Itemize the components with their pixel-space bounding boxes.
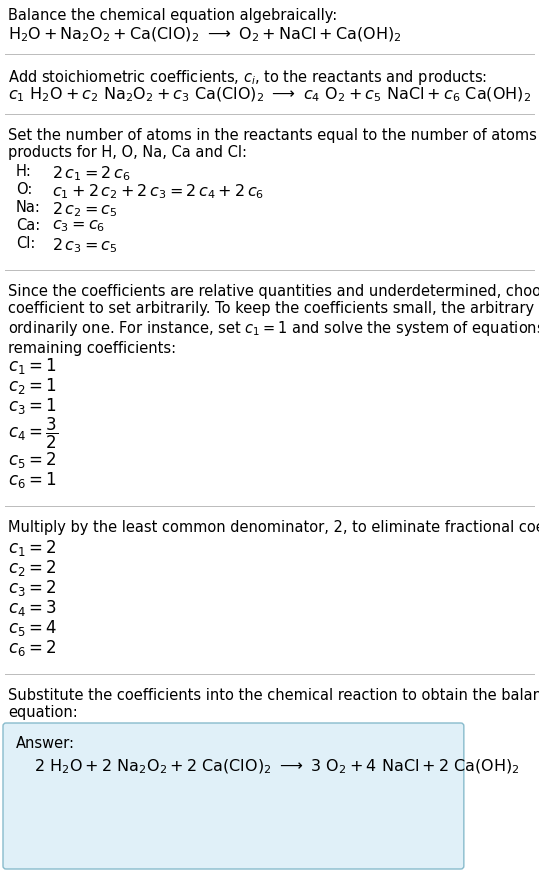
Text: $c_1 + 2\,c_2 + 2\,c_3 = 2\,c_4 + 2\,c_6$: $c_1 + 2\,c_2 + 2\,c_3 = 2\,c_4 + 2\,c_6… [52, 182, 264, 201]
Text: $c_1 = 2$: $c_1 = 2$ [8, 538, 57, 558]
Text: Multiply by the least common denominator, 2, to eliminate fractional coefficient: Multiply by the least common denominator… [8, 520, 539, 535]
Text: Balance the chemical equation algebraically:: Balance the chemical equation algebraica… [8, 8, 337, 23]
Text: $2\ \mathrm{H_2O} + 2\ \mathrm{Na_2O_2} + 2\ \mathrm{Ca(ClO)_2} \ \longrightarro: $2\ \mathrm{H_2O} + 2\ \mathrm{Na_2O_2} … [34, 758, 520, 776]
Text: $c_3 = 1$: $c_3 = 1$ [8, 396, 57, 416]
Text: $c_1\ \mathrm{H_2O} + c_2\ \mathrm{Na_2O_2} + c_3\ \mathrm{Ca(ClO)_2} \ \longrig: $c_1\ \mathrm{H_2O} + c_2\ \mathrm{Na_2O… [8, 86, 531, 105]
Text: $c_5 = 4$: $c_5 = 4$ [8, 618, 57, 638]
Text: $c_5 = 2$: $c_5 = 2$ [8, 450, 57, 470]
Text: Cl:: Cl: [16, 236, 36, 251]
Text: Na:: Na: [16, 200, 41, 215]
Text: O:: O: [16, 182, 32, 197]
Text: $c_4 = 3$: $c_4 = 3$ [8, 598, 57, 618]
Text: $c_3 = c_6$: $c_3 = c_6$ [52, 218, 105, 234]
Text: Set the number of atoms in the reactants equal to the number of atoms in the
pro: Set the number of atoms in the reactants… [8, 128, 539, 160]
Text: $c_6 = 1$: $c_6 = 1$ [8, 470, 57, 490]
Text: $c_6 = 2$: $c_6 = 2$ [8, 638, 57, 658]
Text: $c_3 = 2$: $c_3 = 2$ [8, 578, 57, 598]
Text: $2\,c_3 = c_5$: $2\,c_3 = c_5$ [52, 236, 118, 255]
FancyBboxPatch shape [3, 723, 464, 869]
Text: $c_4 = \dfrac{3}{2}$: $c_4 = \dfrac{3}{2}$ [8, 416, 58, 451]
Text: Ca:: Ca: [16, 218, 40, 233]
Text: Substitute the coefficients into the chemical reaction to obtain the balanced
eq: Substitute the coefficients into the che… [8, 688, 539, 720]
Text: $2\,c_1 = 2\,c_6$: $2\,c_1 = 2\,c_6$ [52, 164, 130, 183]
Text: $c_2 = 1$: $c_2 = 1$ [8, 376, 57, 396]
Text: Add stoichiometric coefficients, $c_i$, to the reactants and products:: Add stoichiometric coefficients, $c_i$, … [8, 68, 487, 87]
Text: $c_2 = 2$: $c_2 = 2$ [8, 558, 57, 578]
Text: $2\,c_2 = c_5$: $2\,c_2 = c_5$ [52, 200, 118, 219]
Text: $\mathrm{H_2O + Na_2O_2 + Ca(ClO)_2 \ \longrightarrow \ O_2 + NaCl + Ca(OH)_2}$: $\mathrm{H_2O + Na_2O_2 + Ca(ClO)_2 \ \l… [8, 26, 402, 44]
Text: H:: H: [16, 164, 32, 179]
Text: Since the coefficients are relative quantities and underdetermined, choose a
coe: Since the coefficients are relative quan… [8, 284, 539, 356]
Text: $c_1 = 1$: $c_1 = 1$ [8, 356, 57, 376]
Text: Answer:: Answer: [16, 736, 75, 751]
